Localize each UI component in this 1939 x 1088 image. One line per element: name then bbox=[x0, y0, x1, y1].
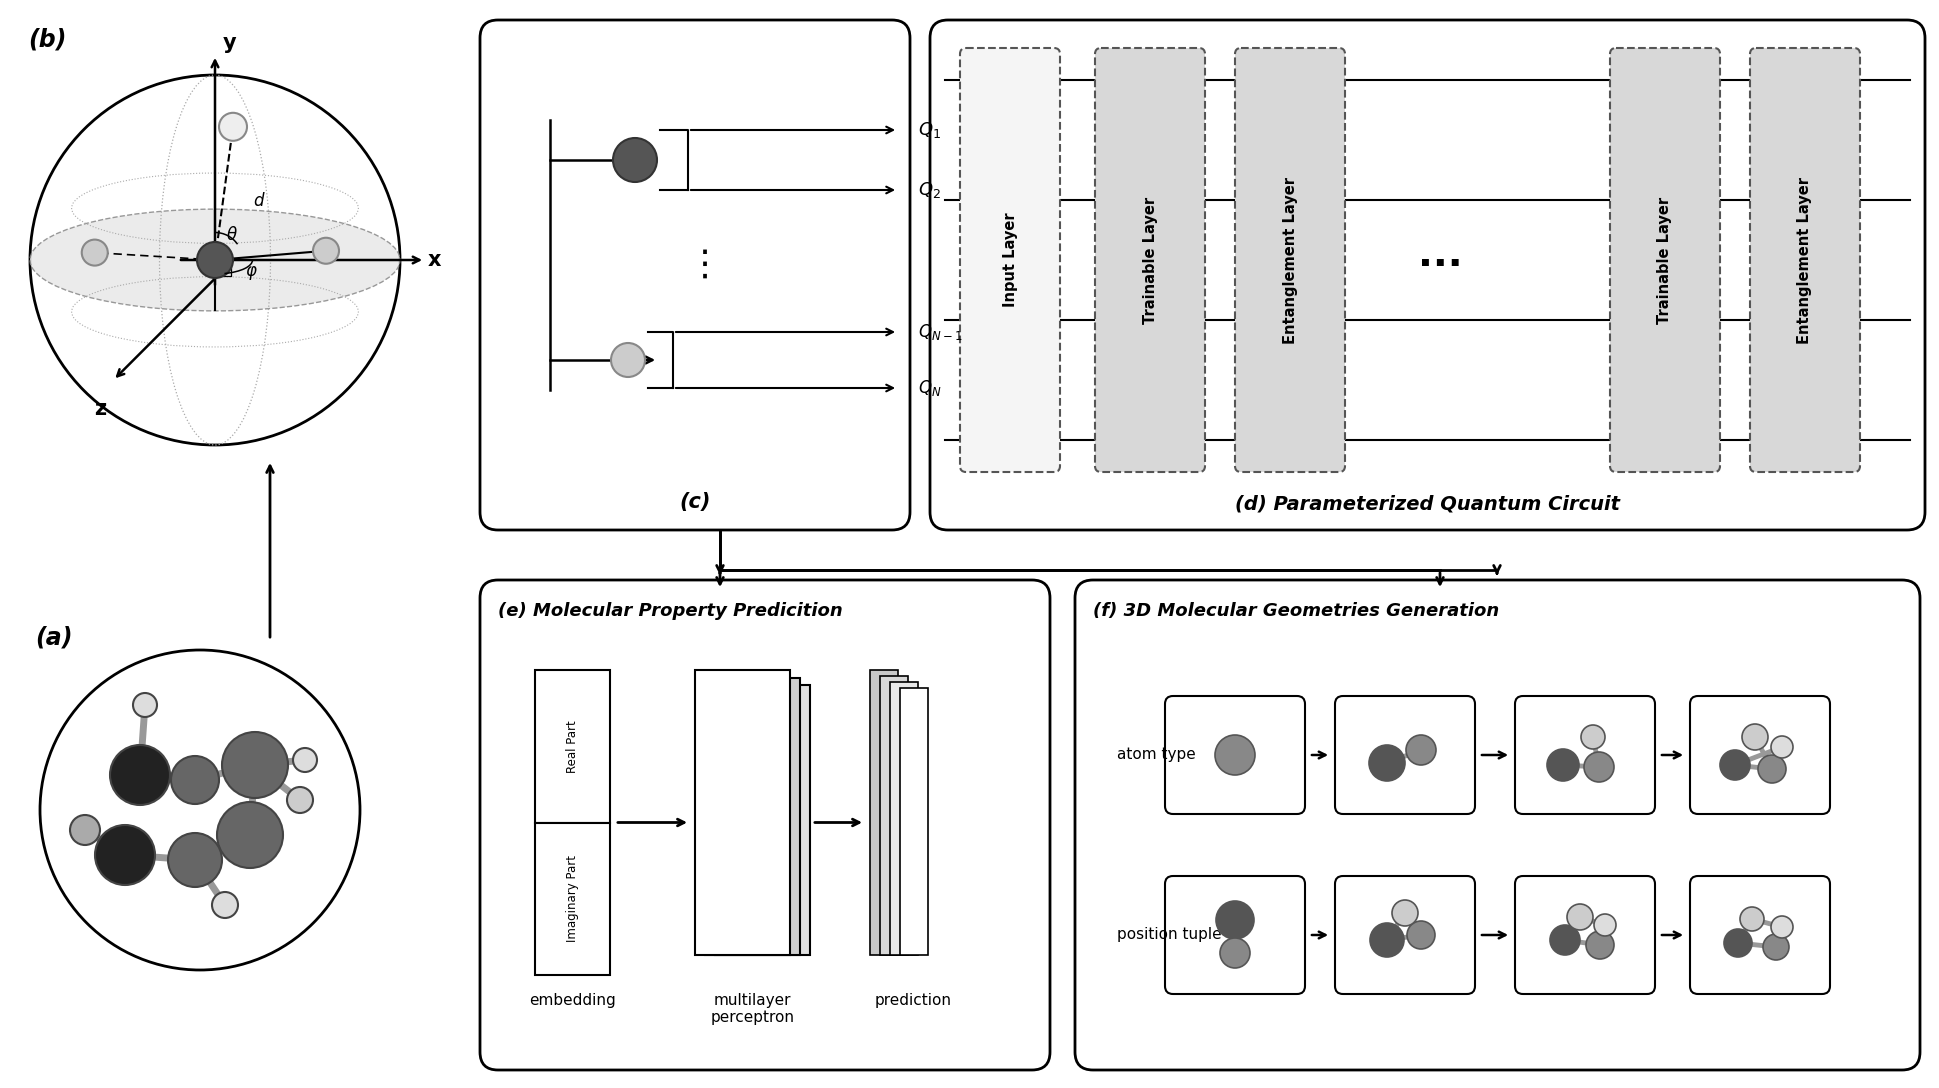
Circle shape bbox=[1406, 735, 1437, 765]
FancyBboxPatch shape bbox=[880, 676, 907, 955]
FancyBboxPatch shape bbox=[1751, 48, 1860, 472]
Circle shape bbox=[287, 787, 312, 813]
Circle shape bbox=[312, 238, 339, 263]
Text: atom type: atom type bbox=[1117, 747, 1196, 763]
Circle shape bbox=[1216, 901, 1255, 939]
Text: Entanglement Layer: Entanglement Layer bbox=[1282, 176, 1297, 344]
Ellipse shape bbox=[29, 209, 399, 311]
FancyBboxPatch shape bbox=[960, 48, 1061, 472]
Circle shape bbox=[1759, 755, 1786, 783]
Text: embedding: embedding bbox=[529, 993, 617, 1007]
Circle shape bbox=[221, 732, 289, 798]
FancyBboxPatch shape bbox=[1691, 696, 1830, 814]
FancyBboxPatch shape bbox=[900, 688, 929, 955]
Text: y: y bbox=[223, 33, 237, 53]
FancyBboxPatch shape bbox=[535, 670, 611, 823]
Circle shape bbox=[613, 138, 657, 182]
Circle shape bbox=[169, 833, 221, 887]
Text: θ: θ bbox=[227, 226, 237, 244]
Circle shape bbox=[1547, 749, 1578, 781]
Circle shape bbox=[1584, 752, 1613, 782]
Text: (b): (b) bbox=[27, 28, 66, 52]
Circle shape bbox=[1594, 914, 1615, 936]
Circle shape bbox=[1741, 724, 1768, 750]
FancyBboxPatch shape bbox=[1514, 696, 1656, 814]
Text: ...: ... bbox=[1417, 236, 1462, 274]
Text: (c): (c) bbox=[679, 492, 712, 512]
Circle shape bbox=[1763, 934, 1790, 960]
Text: Input Layer: Input Layer bbox=[1002, 212, 1018, 307]
FancyBboxPatch shape bbox=[715, 685, 811, 955]
Circle shape bbox=[611, 343, 646, 378]
FancyBboxPatch shape bbox=[1514, 876, 1656, 994]
Circle shape bbox=[1549, 925, 1580, 955]
FancyBboxPatch shape bbox=[694, 670, 789, 955]
FancyBboxPatch shape bbox=[1609, 48, 1720, 472]
Text: (a): (a) bbox=[35, 625, 72, 650]
FancyBboxPatch shape bbox=[890, 682, 917, 955]
FancyBboxPatch shape bbox=[1334, 876, 1476, 994]
Text: φ: φ bbox=[244, 262, 256, 280]
Circle shape bbox=[111, 745, 171, 805]
Circle shape bbox=[1369, 745, 1406, 781]
Text: z: z bbox=[95, 398, 107, 419]
FancyBboxPatch shape bbox=[1074, 580, 1920, 1070]
Circle shape bbox=[1720, 750, 1751, 780]
Circle shape bbox=[1220, 938, 1251, 968]
Circle shape bbox=[1216, 735, 1255, 775]
FancyBboxPatch shape bbox=[1096, 48, 1204, 472]
FancyBboxPatch shape bbox=[1165, 876, 1305, 994]
FancyBboxPatch shape bbox=[1235, 48, 1346, 472]
Text: multilayer
perceptron: multilayer perceptron bbox=[710, 993, 795, 1025]
Text: prediction: prediction bbox=[874, 993, 952, 1007]
Circle shape bbox=[211, 892, 238, 918]
FancyBboxPatch shape bbox=[535, 823, 611, 975]
Text: Real Part: Real Part bbox=[566, 720, 580, 772]
Text: position tuple: position tuple bbox=[1117, 927, 1222, 942]
Text: $Q_{N-1}$: $Q_{N-1}$ bbox=[917, 322, 962, 342]
Circle shape bbox=[81, 239, 109, 265]
Text: Imaginary Part: Imaginary Part bbox=[566, 855, 580, 942]
Circle shape bbox=[1371, 923, 1404, 957]
Circle shape bbox=[198, 242, 233, 279]
Circle shape bbox=[219, 113, 246, 140]
Text: (e) Molecular Property Predicition: (e) Molecular Property Predicition bbox=[498, 602, 843, 620]
Text: Entanglement Layer: Entanglement Layer bbox=[1797, 176, 1813, 344]
Text: Trainable Layer: Trainable Layer bbox=[1658, 197, 1673, 323]
Circle shape bbox=[29, 75, 399, 445]
Text: x: x bbox=[429, 250, 442, 270]
Text: $Q_N$: $Q_N$ bbox=[917, 378, 942, 398]
Circle shape bbox=[1392, 900, 1417, 926]
Circle shape bbox=[70, 815, 101, 845]
FancyBboxPatch shape bbox=[1334, 696, 1476, 814]
Circle shape bbox=[217, 802, 283, 868]
FancyBboxPatch shape bbox=[1691, 876, 1830, 994]
Circle shape bbox=[1567, 904, 1594, 930]
Circle shape bbox=[1408, 922, 1435, 949]
Circle shape bbox=[1770, 735, 1794, 758]
Circle shape bbox=[1739, 907, 1764, 931]
FancyBboxPatch shape bbox=[481, 20, 909, 530]
Text: (f) 3D Molecular Geometries Generation: (f) 3D Molecular Geometries Generation bbox=[1094, 602, 1499, 620]
Circle shape bbox=[1586, 931, 1613, 959]
Text: $Q_1$: $Q_1$ bbox=[917, 120, 940, 140]
Text: Trainable Layer: Trainable Layer bbox=[1142, 197, 1158, 323]
FancyBboxPatch shape bbox=[706, 678, 801, 955]
FancyBboxPatch shape bbox=[1165, 696, 1305, 814]
Circle shape bbox=[171, 756, 219, 804]
Text: $Q_2$: $Q_2$ bbox=[917, 180, 940, 200]
Circle shape bbox=[1724, 929, 1753, 957]
Circle shape bbox=[134, 693, 157, 717]
FancyBboxPatch shape bbox=[481, 580, 1051, 1070]
Text: ⋮: ⋮ bbox=[686, 248, 723, 282]
Circle shape bbox=[1770, 916, 1794, 938]
Circle shape bbox=[293, 749, 316, 772]
Circle shape bbox=[95, 825, 155, 885]
FancyBboxPatch shape bbox=[871, 670, 898, 955]
Text: (d) Parameterized Quantum Circuit: (d) Parameterized Quantum Circuit bbox=[1235, 495, 1619, 514]
FancyBboxPatch shape bbox=[931, 20, 1925, 530]
Text: d: d bbox=[252, 191, 264, 210]
Circle shape bbox=[1580, 725, 1605, 749]
